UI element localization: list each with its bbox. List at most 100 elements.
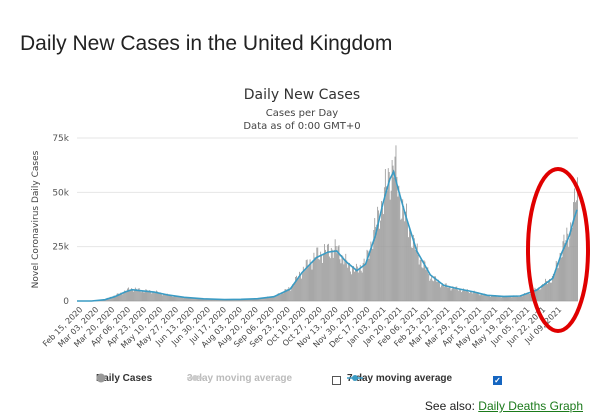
bar-daily-cases xyxy=(433,281,435,301)
bar-daily-cases xyxy=(195,297,197,301)
bar-daily-cases xyxy=(310,264,312,301)
checkbox-3day-average[interactable] xyxy=(332,376,341,385)
bar-daily-cases xyxy=(244,299,245,301)
bar-daily-cases xyxy=(476,292,478,301)
moving-average-line xyxy=(77,169,578,302)
bar-daily-cases xyxy=(523,293,525,301)
bar-daily-cases xyxy=(318,259,320,301)
bar-daily-cases xyxy=(340,263,342,301)
bar-daily-cases xyxy=(179,297,181,301)
bar-daily-cases xyxy=(549,278,550,301)
bar-daily-cases xyxy=(466,289,468,301)
bar-daily-cases xyxy=(184,297,185,301)
bar-daily-cases xyxy=(545,278,546,301)
bar-daily-cases xyxy=(417,254,419,301)
bar-daily-cases xyxy=(438,279,439,301)
legend-daily-cases[interactable]: Daily Cases xyxy=(96,373,152,384)
bar-daily-cases xyxy=(258,298,260,301)
bar-daily-cases xyxy=(199,298,201,301)
bar-daily-cases xyxy=(256,298,258,301)
bar-daily-cases xyxy=(125,291,127,301)
bar-daily-cases xyxy=(170,295,172,301)
bar-daily-cases xyxy=(281,292,283,301)
bar-daily-cases xyxy=(473,290,475,301)
bar-daily-cases xyxy=(290,290,292,301)
bar-daily-cases xyxy=(374,218,376,301)
bar-daily-cases xyxy=(253,298,255,301)
legend-7day-average[interactable]: 7-day moving average xyxy=(347,373,452,384)
bar-daily-cases xyxy=(403,206,405,301)
bar-daily-cases xyxy=(397,196,399,301)
bar-daily-cases xyxy=(327,243,329,301)
bar-daily-cases xyxy=(411,247,412,301)
bar-daily-cases xyxy=(176,296,178,301)
chart-svg: Daily New Cases Cases per Day Data as of… xyxy=(31,87,590,350)
bar-daily-cases xyxy=(543,285,545,301)
bar-daily-cases xyxy=(561,257,563,301)
bar-daily-cases xyxy=(186,297,187,301)
bar-daily-cases xyxy=(336,253,338,301)
bar-daily-cases xyxy=(312,261,314,301)
bar-daily-cases xyxy=(367,250,369,301)
see-also-prefix: See also: xyxy=(424,399,475,413)
legend-3day-average[interactable]: 3-day moving average xyxy=(187,373,292,384)
bar-daily-cases xyxy=(121,293,123,301)
bar-daily-cases xyxy=(317,247,319,301)
bar-daily-cases xyxy=(378,210,379,301)
bar-daily-cases xyxy=(355,269,356,301)
bar-daily-cases xyxy=(117,293,119,301)
bar-daily-cases xyxy=(475,293,477,301)
bar-daily-cases xyxy=(408,237,409,301)
bar-daily-cases xyxy=(284,289,286,301)
bar-daily-cases xyxy=(215,299,216,301)
bar-daily-cases xyxy=(183,298,185,301)
bar-daily-cases xyxy=(401,218,403,301)
bar-daily-cases xyxy=(482,295,484,301)
bar-daily-cases xyxy=(513,295,515,301)
bar-daily-cases xyxy=(451,288,453,301)
bar-daily-cases xyxy=(437,281,438,301)
bar-daily-cases xyxy=(536,290,538,301)
bar-daily-cases xyxy=(426,269,428,301)
legend-daily-cases-label: Daily Cases xyxy=(96,373,153,384)
bar-daily-cases xyxy=(110,297,112,301)
bar-daily-cases xyxy=(390,190,392,301)
bar-daily-cases xyxy=(158,293,159,301)
bar-daily-cases xyxy=(538,287,540,301)
bar-daily-cases xyxy=(323,254,324,301)
bar-daily-cases xyxy=(567,233,569,301)
bar-daily-cases xyxy=(442,285,444,301)
bar-daily-cases xyxy=(402,199,404,301)
bar-daily-cases xyxy=(564,243,566,301)
bar-daily-cases xyxy=(208,299,210,301)
bar-daily-cases xyxy=(265,297,267,301)
bar-daily-cases xyxy=(165,294,167,301)
bar-daily-cases xyxy=(382,208,383,301)
bar-daily-cases xyxy=(490,296,491,301)
bar-daily-cases xyxy=(193,298,195,301)
bar-daily-cases xyxy=(493,296,494,301)
bar-daily-cases xyxy=(341,254,343,301)
bar-daily-cases xyxy=(509,296,511,301)
bar-daily-cases xyxy=(412,234,414,301)
bar-daily-cases xyxy=(149,290,151,301)
bar-daily-cases xyxy=(237,299,239,301)
bar-daily-cases xyxy=(131,288,132,301)
bar-daily-cases xyxy=(337,246,339,301)
bar-daily-cases xyxy=(370,241,372,301)
bar-daily-cases xyxy=(387,168,389,301)
legend-line-dot-icon xyxy=(347,375,363,381)
bar-daily-cases xyxy=(576,200,577,301)
bar-daily-cases xyxy=(496,296,498,301)
bar-daily-cases xyxy=(551,276,553,301)
daily-deaths-graph-link[interactable]: Daily Deaths Graph xyxy=(478,399,583,413)
chart-title: Daily New Cases xyxy=(244,87,360,103)
checkbox-7day-average[interactable]: ✓ xyxy=(493,376,502,385)
bar-daily-cases xyxy=(377,206,379,301)
bar-daily-cases xyxy=(261,298,263,301)
bar-daily-cases xyxy=(354,271,355,301)
bar-daily-cases xyxy=(455,286,457,301)
bar-daily-cases xyxy=(115,295,117,301)
bar-daily-cases xyxy=(344,260,346,301)
bar-daily-cases xyxy=(287,288,289,301)
